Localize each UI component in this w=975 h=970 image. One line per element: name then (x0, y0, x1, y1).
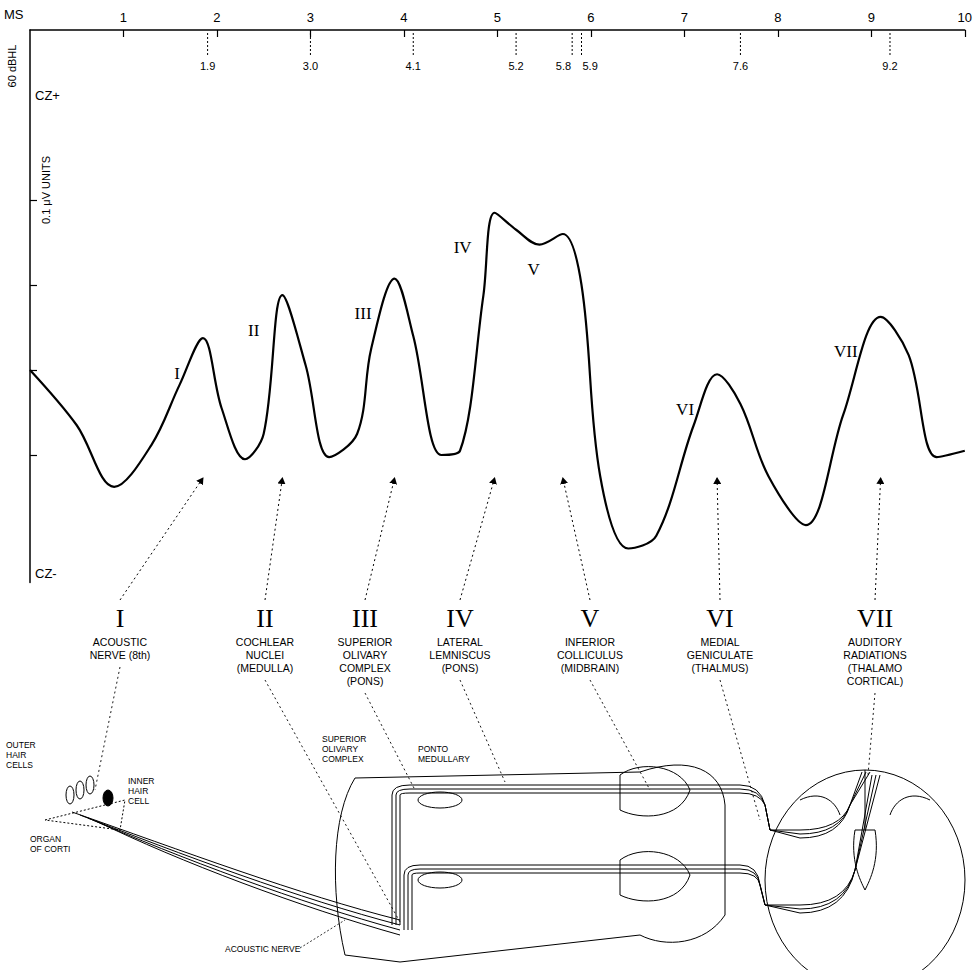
svg-text:OF CORTI: OF CORTI (30, 844, 70, 854)
svg-text:OUTER: OUTER (6, 740, 36, 750)
svg-text:III: III (355, 304, 372, 323)
svg-text:COMPLEX: COMPLEX (322, 754, 364, 764)
svg-text:LATERAL: LATERAL (437, 636, 483, 648)
svg-text:9.2: 9.2 (882, 60, 897, 72)
svg-text:CELL: CELL (128, 796, 150, 806)
svg-text:5.2: 5.2 (508, 60, 523, 72)
svg-text:MEDIAL: MEDIAL (700, 636, 739, 648)
svg-text:V: V (581, 604, 600, 633)
svg-text:8: 8 (774, 10, 781, 25)
svg-text:IV: IV (454, 238, 473, 257)
svg-text:(MIDBRAIN): (MIDBRAIN) (561, 662, 619, 674)
svg-text:OLIVARY: OLIVARY (343, 649, 388, 661)
svg-text:2: 2 (213, 10, 220, 25)
svg-text:OLIVARY: OLIVARY (322, 744, 358, 754)
svg-text:INNER: INNER (128, 776, 154, 786)
svg-text:PONTO: PONTO (418, 744, 448, 754)
svg-text:CZ+: CZ+ (35, 88, 60, 103)
svg-text:1: 1 (120, 10, 127, 25)
svg-text:RADIATIONS: RADIATIONS (843, 649, 906, 661)
svg-text:5.8: 5.8 (556, 60, 571, 72)
svg-text:60 dBHL: 60 dBHL (6, 45, 18, 88)
svg-text:3.0: 3.0 (303, 60, 318, 72)
svg-text:COLLICULUS: COLLICULUS (557, 649, 623, 661)
svg-text:SUPERIOR: SUPERIOR (322, 734, 366, 744)
svg-text:SUPERIOR: SUPERIOR (338, 636, 393, 648)
svg-text:4: 4 (400, 10, 407, 25)
svg-text:(THALAMO: (THALAMO (848, 662, 902, 674)
svg-text:CELLS: CELLS (6, 760, 33, 770)
svg-text:VI: VI (706, 604, 733, 633)
svg-text:II: II (256, 604, 273, 633)
svg-text:INFERIOR: INFERIOR (565, 636, 616, 648)
svg-text:HAIR: HAIR (6, 750, 26, 760)
svg-text:I: I (116, 604, 125, 633)
svg-text:(PONS): (PONS) (442, 662, 479, 674)
svg-text:5: 5 (494, 10, 501, 25)
svg-text:CORTICAL): CORTICAL) (847, 675, 903, 687)
svg-text:MEDULLARY: MEDULLARY (418, 754, 470, 764)
svg-text:COMPLEX: COMPLEX (339, 662, 390, 674)
svg-text:VII: VII (857, 604, 893, 633)
svg-text:6: 6 (587, 10, 594, 25)
svg-text:HAIR: HAIR (128, 786, 148, 796)
svg-text:10: 10 (958, 10, 972, 25)
svg-text:NUCLEI: NUCLEI (246, 649, 285, 661)
svg-text:IV: IV (446, 604, 474, 633)
svg-text:II: II (248, 321, 260, 340)
svg-text:LEMNISCUS: LEMNISCUS (429, 649, 490, 661)
svg-text:VII: VII (834, 342, 858, 361)
svg-text:AUDITORY: AUDITORY (848, 636, 902, 648)
svg-text:NERVE (8th): NERVE (8th) (90, 649, 151, 661)
svg-text:III: III (352, 604, 378, 633)
svg-text:GENICULATE: GENICULATE (687, 649, 753, 661)
svg-text:MS: MS (4, 7, 24, 22)
svg-text:ACOUSTIC NERVE: ACOUSTIC NERVE (225, 944, 301, 954)
svg-text:VI: VI (676, 400, 694, 419)
svg-text:9: 9 (868, 10, 875, 25)
svg-text:(THALMUS): (THALMUS) (691, 662, 748, 674)
svg-text:I: I (174, 364, 180, 383)
svg-text:ORGAN: ORGAN (30, 834, 61, 844)
svg-text:(MEDULLA): (MEDULLA) (237, 662, 294, 674)
svg-text:V: V (528, 260, 541, 279)
svg-text:ACOUSTIC: ACOUSTIC (93, 636, 148, 648)
svg-text:0.1 μV UNITS: 0.1 μV UNITS (40, 156, 52, 224)
svg-text:1.9: 1.9 (200, 60, 215, 72)
svg-text:5.9: 5.9 (583, 60, 598, 72)
svg-text:COCHLEAR: COCHLEAR (236, 636, 295, 648)
svg-text:3: 3 (307, 10, 314, 25)
svg-text:(PONS): (PONS) (347, 675, 384, 687)
svg-text:7: 7 (681, 10, 688, 25)
svg-text:CZ-: CZ- (35, 566, 57, 581)
svg-text:7.6: 7.6 (733, 60, 748, 72)
svg-text:4.1: 4.1 (406, 60, 421, 72)
